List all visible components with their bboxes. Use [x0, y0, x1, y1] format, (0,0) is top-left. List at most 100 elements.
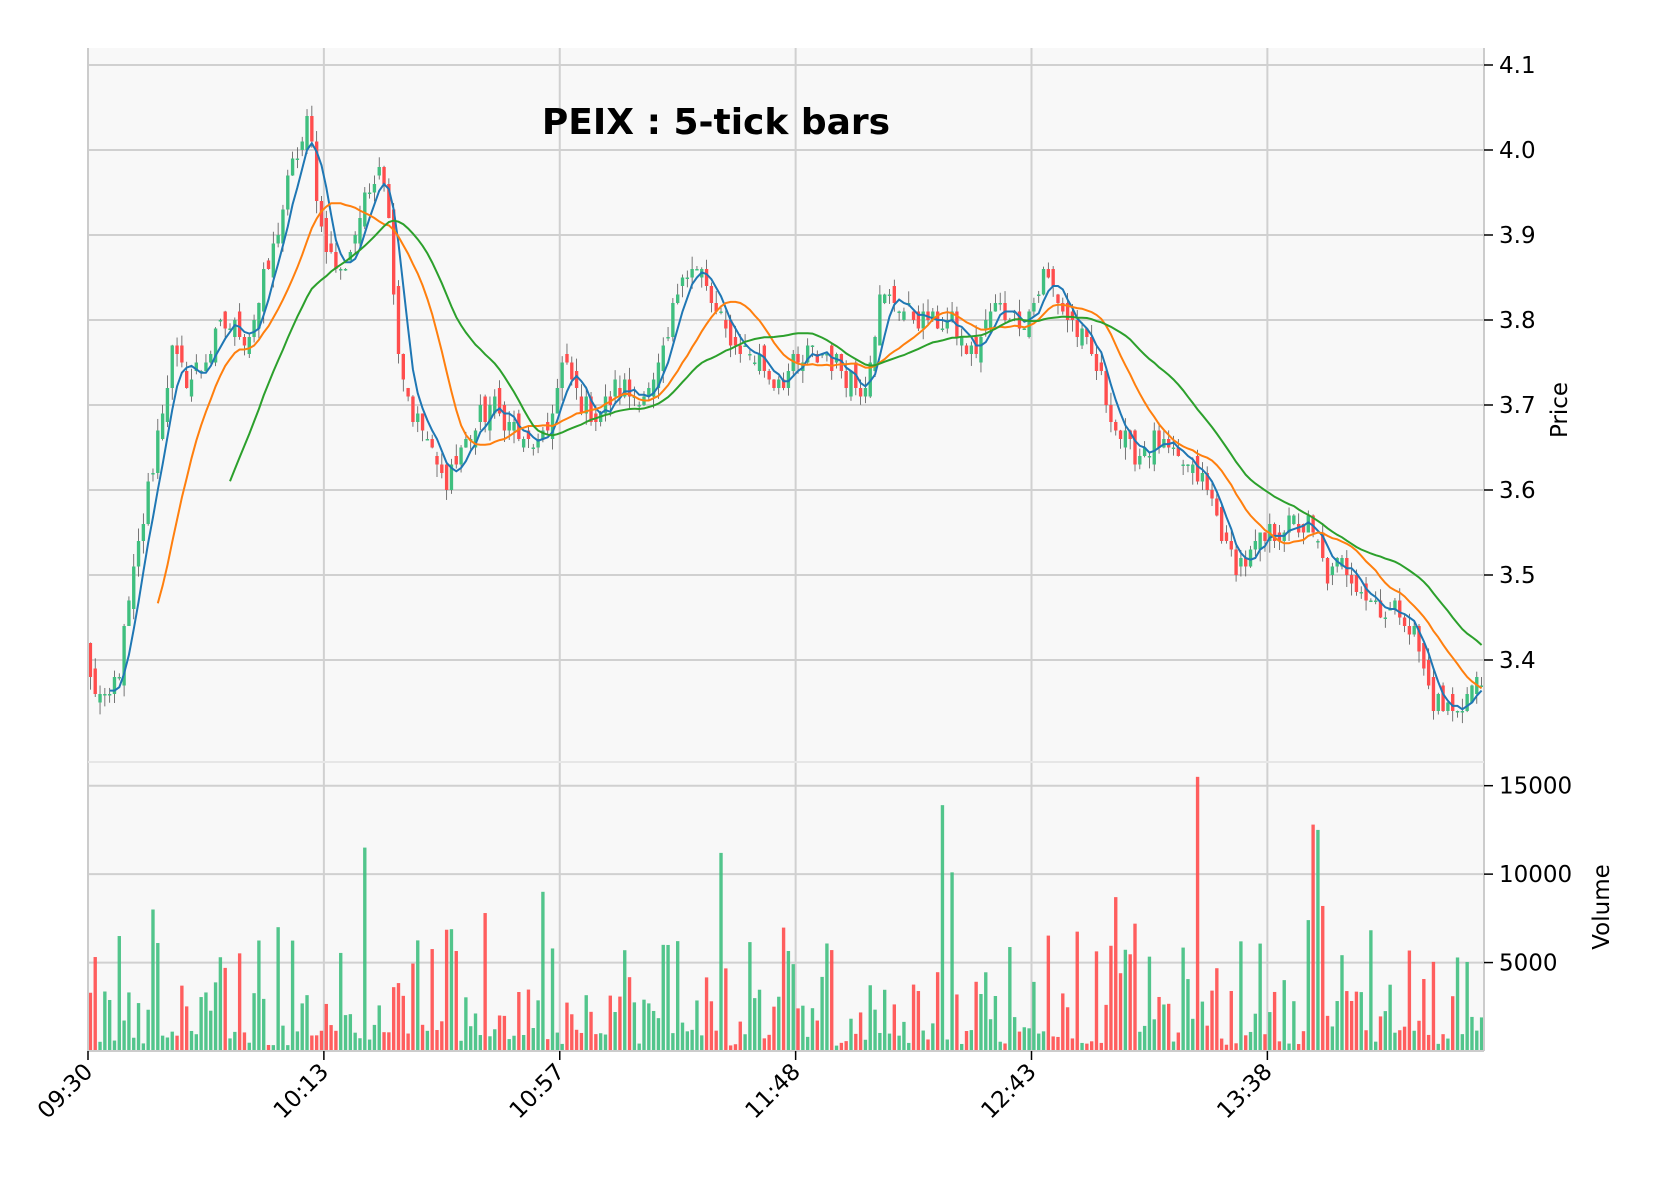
volume-bar	[449, 929, 454, 1051]
candle-body	[127, 600, 131, 626]
candle-body	[902, 311, 906, 320]
volume-tick-label: 10000	[1499, 862, 1572, 888]
candle-body	[1244, 558, 1248, 567]
candle-body	[1191, 464, 1195, 473]
candle-body	[719, 311, 723, 313]
candle-body	[266, 260, 271, 269]
volume-bar	[1229, 991, 1233, 1051]
candle-body	[141, 524, 146, 541]
volume-bar	[1176, 1032, 1181, 1051]
candle-body	[738, 345, 742, 354]
volume-bar	[295, 1031, 300, 1051]
volume-bar	[964, 1031, 969, 1051]
candle-body	[767, 371, 771, 380]
candle-body	[1147, 456, 1152, 458]
volume-bar	[93, 957, 97, 1051]
candle-body	[680, 277, 685, 286]
candle-body	[1383, 617, 1388, 619]
volume-bar	[791, 964, 795, 1051]
volume-bar	[623, 950, 627, 1051]
volume-bar	[733, 1044, 738, 1051]
volume-bar	[1051, 1036, 1055, 1051]
volume-bar	[1402, 1026, 1407, 1051]
candle-body	[810, 345, 815, 347]
volume-bar	[1027, 1028, 1031, 1051]
volume-bar	[887, 1033, 892, 1051]
volume-panel	[88, 762, 1484, 1051]
candle-body	[988, 311, 993, 329]
candle-body	[613, 379, 617, 397]
candle-body	[1340, 558, 1344, 567]
volume-bar	[156, 943, 160, 1051]
volume-bar	[1460, 1034, 1465, 1051]
candle-body	[401, 354, 405, 380]
volume-bar	[950, 872, 954, 1051]
candle-body	[1229, 541, 1233, 550]
volume-bar	[1085, 1043, 1089, 1051]
volume-bar	[286, 1045, 290, 1051]
candle-body	[507, 422, 511, 431]
volume-bar	[1455, 957, 1460, 1051]
candle-body	[844, 371, 848, 388]
candle-body	[671, 303, 675, 337]
candle-body	[1224, 532, 1229, 541]
candle-body	[223, 311, 227, 329]
candle-body	[849, 371, 853, 397]
volume-bar	[647, 1003, 651, 1051]
volume-bar	[339, 952, 343, 1051]
candle-body	[497, 388, 502, 414]
volume-bar	[1012, 1017, 1017, 1051]
volume-bar	[1465, 961, 1469, 1051]
candle-body	[440, 464, 444, 473]
candle-body	[858, 388, 863, 397]
volume-bar	[411, 963, 415, 1051]
candle-body	[598, 413, 603, 422]
volume-bar	[1311, 824, 1315, 1051]
volume-bar	[1321, 905, 1325, 1051]
candle-body	[286, 175, 290, 210]
candle-body	[348, 252, 353, 261]
volume-bar	[810, 1008, 815, 1051]
candle-body	[618, 388, 622, 397]
candle-body	[107, 694, 112, 696]
volume-bar	[1200, 1001, 1205, 1051]
volume-bar	[300, 1003, 304, 1051]
candle-body	[459, 447, 463, 465]
candle-body	[1138, 456, 1142, 465]
volume-bar	[632, 1002, 637, 1051]
volume-bar	[1407, 950, 1412, 1051]
moving-average-30	[229, 219, 1483, 646]
candle-body	[228, 328, 232, 330]
volume-bar	[719, 852, 723, 1051]
candle-body	[993, 303, 998, 312]
candle-body	[233, 320, 237, 337]
volume-bar	[709, 1001, 714, 1051]
volume-bar	[748, 942, 752, 1051]
volume-bar	[132, 1037, 136, 1051]
candle-body	[757, 354, 762, 371]
candle-body	[685, 277, 690, 279]
volume-bar	[1378, 1016, 1383, 1051]
volume-bar	[1186, 979, 1190, 1051]
candle-body	[1272, 524, 1277, 541]
volume-bar	[493, 1029, 497, 1051]
volume-bar	[228, 1038, 232, 1051]
volume-bar	[435, 1030, 439, 1051]
candle-body	[873, 337, 877, 371]
candle-body	[1027, 311, 1031, 337]
candle-body	[411, 396, 415, 422]
volume-bar	[676, 941, 680, 1051]
volume-bar	[483, 913, 487, 1051]
candle-body	[570, 362, 574, 380]
candle-body	[661, 345, 665, 371]
volume-tick-label: 15000	[1499, 774, 1572, 800]
volume-bar	[1080, 1042, 1084, 1051]
volume-bar	[1426, 1034, 1431, 1051]
volume-bar	[1114, 897, 1118, 1051]
candle-body	[863, 388, 868, 397]
candle-body	[310, 116, 314, 142]
volume-bar	[743, 1034, 747, 1051]
candle-body	[1142, 447, 1147, 456]
volume-bar	[1287, 1043, 1291, 1051]
candle-body	[1287, 515, 1291, 533]
